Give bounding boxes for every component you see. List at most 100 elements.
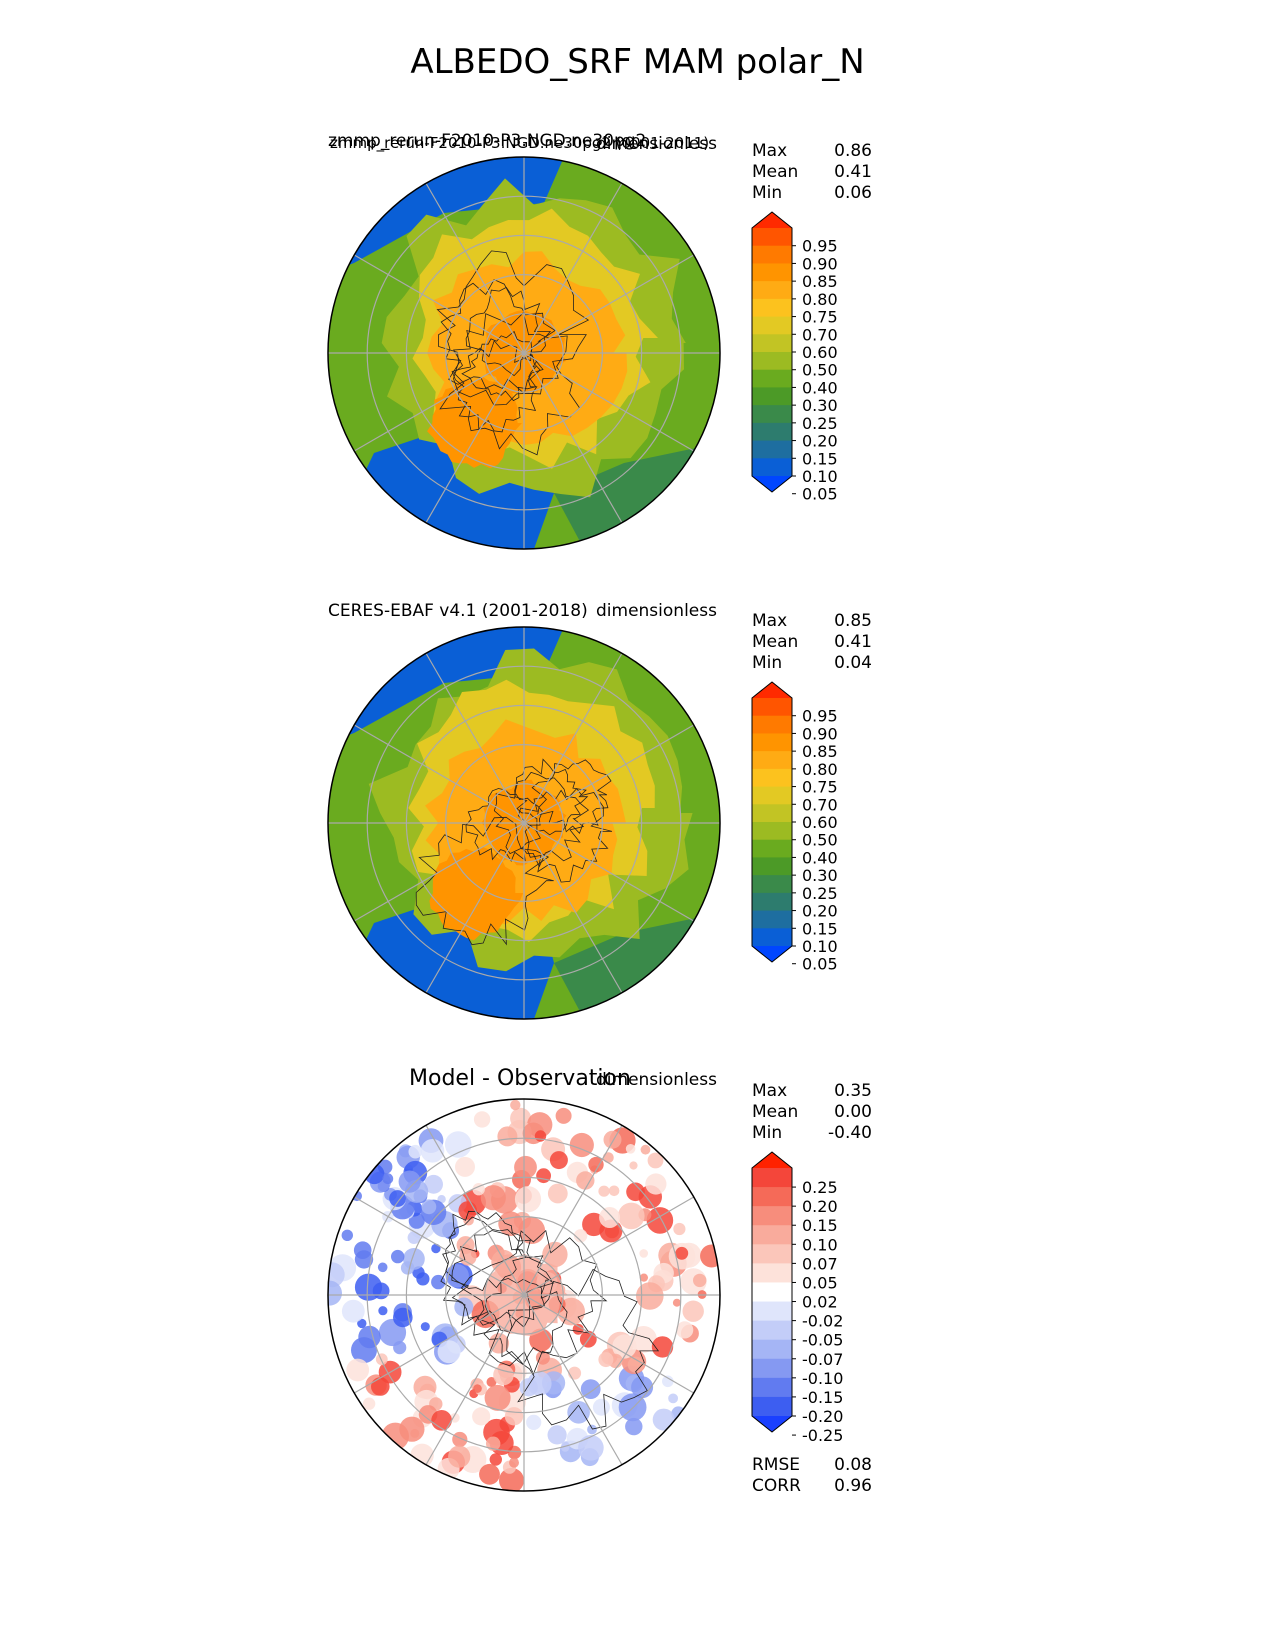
longitude-line <box>523 352 695 452</box>
diff-cell <box>612 1334 637 1359</box>
diff-cell <box>444 1131 472 1158</box>
diff-cell <box>410 1443 434 1467</box>
colorbar-tick-label: 0.25 <box>802 884 838 903</box>
stat-value: 0.06 <box>834 183 872 203</box>
longitude-line <box>523 724 695 824</box>
diff-cell <box>504 1407 524 1426</box>
colorbar-tick-label: 0.10 <box>802 937 838 956</box>
diff-cell <box>353 1241 372 1259</box>
diff-cell <box>484 1384 511 1411</box>
map-boundary <box>327 156 721 550</box>
colorbar-segment <box>752 387 792 406</box>
colorbar-tick-label: 0.90 <box>802 724 838 743</box>
diff-cell <box>580 1379 601 1399</box>
diff-cell <box>479 1463 500 1485</box>
diff-cell <box>693 1273 707 1288</box>
diff-cell <box>393 1341 407 1355</box>
colorbar-tick-label: 0.95 <box>802 707 838 726</box>
diff-cell <box>450 1413 460 1423</box>
colorbar-tick-label: 0.90 <box>802 254 838 273</box>
diff-cell <box>636 1282 664 1310</box>
colorbar-tick-label: 0.02 <box>802 1293 838 1312</box>
stat-label: Min <box>752 183 783 203</box>
colorbar-tick-label: 0.10 <box>802 1235 838 1254</box>
panel-2-stats: Max 0.85 Mean 0.41 Min 0.04 <box>752 610 882 673</box>
colorbar-segment <box>752 245 792 264</box>
panel-1-units: dimensionless <box>596 134 717 154</box>
stat-value: 0.41 <box>834 162 872 182</box>
colorbar-tick-label: 0.05 <box>802 485 838 504</box>
colorbar-tick-label: 0.60 <box>802 343 838 362</box>
diff-cell <box>371 1377 390 1396</box>
diff-cell <box>639 1273 648 1282</box>
colorbar-extend-bottom <box>752 946 792 962</box>
stat-value: 0.86 <box>834 141 872 161</box>
colorbar-segment <box>752 263 792 282</box>
diff-cell <box>398 1170 421 1193</box>
colorbar-segment <box>752 822 792 841</box>
colorbar-tick-label: 0.75 <box>802 778 838 797</box>
colorbar-tick-label: 0.10 <box>802 467 838 486</box>
colorbar-segment <box>752 1320 792 1341</box>
diff-cell <box>662 1375 674 1388</box>
diff-cell <box>445 1264 469 1288</box>
longitude-line <box>425 1294 525 1466</box>
diff-cell <box>341 1299 365 1323</box>
diff-cell <box>555 1107 572 1124</box>
diff-cell <box>375 1353 388 1366</box>
colorbar-tick-label: -0.07 <box>802 1350 843 1369</box>
diff-cell <box>549 1151 568 1170</box>
stat-value: 0.35 <box>834 1081 872 1101</box>
diff-cell <box>608 1185 620 1197</box>
diff-cell <box>700 1244 720 1268</box>
stat-label: Mean <box>752 162 799 182</box>
colorbar-extend-top <box>752 212 792 228</box>
diff-cell <box>514 1155 537 1179</box>
colorbar-tick-label: 0.05 <box>802 955 838 974</box>
longitude-line <box>353 254 525 354</box>
diff-cell <box>407 1231 421 1244</box>
stat-label: CORR <box>752 1476 801 1496</box>
colorbar-segment <box>752 1339 792 1360</box>
diff-cell <box>473 1384 482 1393</box>
diff-cell <box>576 1171 595 1190</box>
colorbar-segment <box>752 1396 792 1417</box>
colorbar-segment <box>752 422 792 442</box>
stat-row-min: Min 0.04 <box>752 652 882 673</box>
longitude-line <box>353 1294 525 1394</box>
diff-cell <box>382 1173 394 1185</box>
diff-cell <box>514 1186 542 1213</box>
diff-cell <box>651 1336 674 1358</box>
colorbar-segment <box>752 334 792 353</box>
colorbar-segment <box>752 1168 792 1188</box>
colorbar-tick-label: 0.75 <box>802 308 838 327</box>
stat-value: -0.40 <box>828 1123 872 1143</box>
stat-row-mean: Mean 0.00 <box>752 1101 882 1122</box>
colorbar-segment <box>752 910 792 929</box>
stat-label: Max <box>752 611 788 631</box>
diff-cell <box>455 1156 475 1177</box>
longitude-line <box>353 1196 525 1296</box>
longitude-line <box>523 1196 695 1296</box>
diff-cell <box>569 1132 594 1158</box>
colorbar-tick-label: 0.70 <box>802 795 838 814</box>
longitude-line <box>425 182 525 354</box>
diff-cell <box>645 1173 667 1195</box>
map-boundary <box>327 626 721 1020</box>
stat-value: 0.00 <box>834 1102 872 1122</box>
colorbar-segment <box>752 715 792 734</box>
diff-cell <box>408 1144 423 1159</box>
stat-label: Max <box>752 141 788 161</box>
diff-cell <box>652 1408 675 1431</box>
diff-cell <box>437 1340 461 1364</box>
colorbar-segment <box>752 857 792 876</box>
coastline <box>514 758 589 836</box>
colorbar-segment <box>752 875 792 894</box>
colorbar-tick-label: 0.20 <box>802 1197 838 1216</box>
stat-row-min: Min 0.06 <box>752 182 882 203</box>
panel-3-title: Model - Observation <box>409 1066 631 1091</box>
diff-cell <box>431 1243 441 1254</box>
diff-cell <box>602 1152 614 1163</box>
longitude-line <box>523 1124 623 1296</box>
diff-cell <box>640 1144 651 1155</box>
